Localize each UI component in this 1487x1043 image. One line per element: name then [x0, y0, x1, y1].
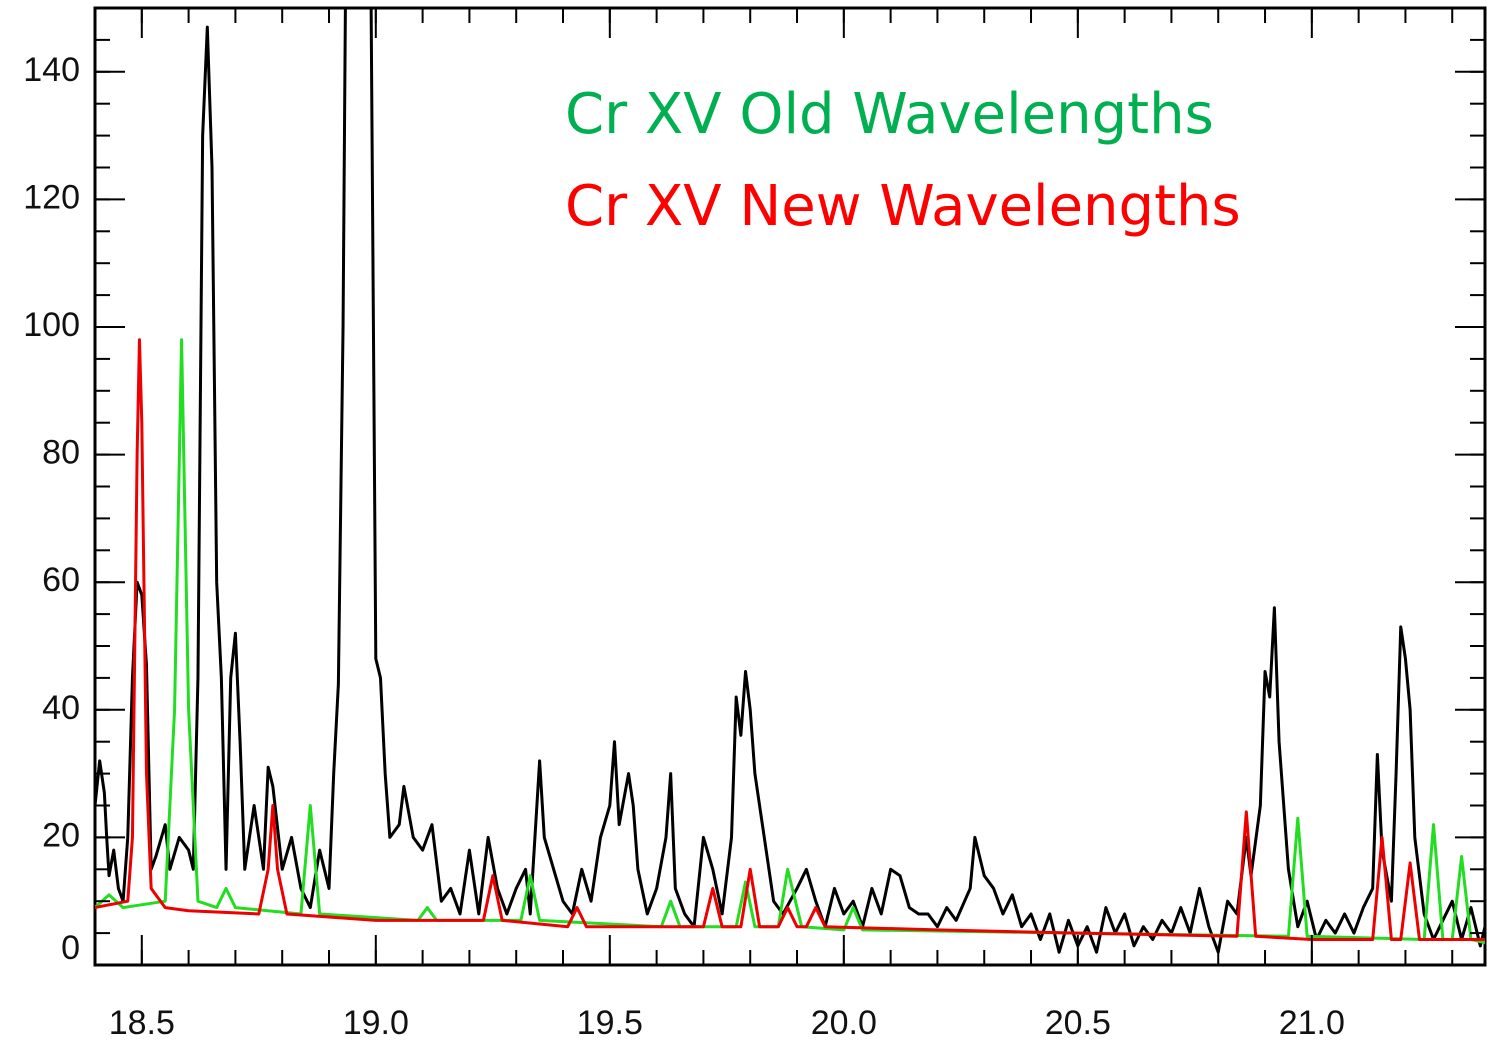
x-tick-label: 18.5 — [109, 1004, 175, 1042]
y-tick-label: 80 — [42, 434, 80, 472]
plot-frame — [93, 6, 1487, 967]
series-line — [95, 338, 1485, 945]
y-tick-label: 0 — [61, 929, 80, 967]
series-line — [95, 8, 1485, 954]
y-tick-label: 40 — [42, 689, 80, 727]
y-tick-label: 60 — [42, 561, 80, 599]
y-tick-label: 100 — [23, 306, 80, 344]
x-tick-label: 21.0 — [1279, 1004, 1345, 1042]
x-tick-label: 19.0 — [343, 1004, 409, 1042]
legend-entry: Cr XV New Wavelengths — [565, 174, 1241, 239]
x-tick-label: 19.5 — [577, 1004, 643, 1042]
series-line — [95, 338, 1485, 941]
y-tick-label: 140 — [23, 51, 80, 89]
y-tick-label: 120 — [23, 178, 80, 216]
plot-area — [95, 8, 1485, 954]
x-tick-label: 20.0 — [811, 1004, 877, 1042]
legend-entry: Cr XV Old Wavelengths — [565, 82, 1214, 147]
y-tick-label: 20 — [42, 816, 80, 854]
x-tick-label: 20.5 — [1045, 1004, 1111, 1042]
